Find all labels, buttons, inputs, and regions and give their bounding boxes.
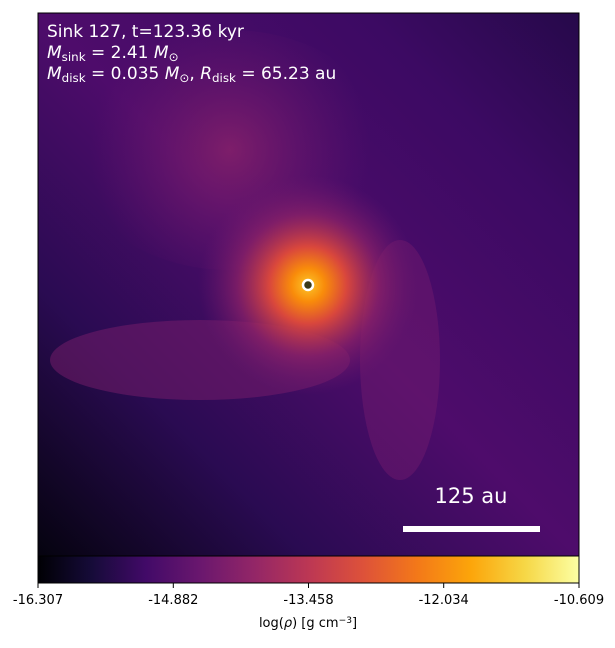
- tick-label: -12.034: [419, 593, 469, 608]
- text-segment: disk: [212, 71, 236, 85]
- text-segment: Sink 127, t=123.36 kyr: [47, 22, 244, 42]
- text-segment: ,: [189, 64, 200, 84]
- scale-bar-label: 125 au: [435, 484, 508, 508]
- text-segment: ⊙: [169, 50, 179, 64]
- text-segment: −3: [339, 616, 353, 626]
- annotation-line: Mdisk = 0.035 M⊙, Rdisk = 65.23 au: [47, 64, 336, 85]
- tick-label: -10.609: [554, 593, 604, 608]
- text-segment: = 0.035: [86, 64, 165, 84]
- text-segment: sink: [62, 50, 86, 64]
- sink-marker: [301, 278, 315, 292]
- tick-label: -14.882: [148, 593, 198, 608]
- density-map: [38, 13, 579, 556]
- text-segment: = 2.41: [86, 43, 154, 63]
- text-segment: ρ: [284, 616, 293, 631]
- text-segment: M: [47, 43, 62, 63]
- text-segment: = 65.23 au: [236, 64, 336, 84]
- text-segment: ⊙: [179, 71, 189, 85]
- colorbar: [37, 555, 580, 584]
- colorbar-ticks: -16.307 -14.882 -13.458 -12.034 -10.609: [13, 583, 604, 608]
- colorbar-label: log(ρ) [g cm−3]: [259, 616, 357, 631]
- text-segment: M: [154, 43, 169, 63]
- text-segment: R: [200, 64, 212, 84]
- text-segment: M: [47, 64, 62, 84]
- tick-label: -13.458: [283, 593, 333, 608]
- text-segment: disk: [62, 71, 86, 85]
- text-segment: M: [165, 64, 180, 84]
- annotation-line: Msink = 2.41 M⊙: [47, 43, 179, 64]
- text-segment: log(: [259, 616, 284, 631]
- text-segment: ) [g cm: [292, 616, 338, 631]
- annotation-line: Sink 127, t=123.36 kyr: [47, 22, 244, 42]
- tick-label: -16.307: [13, 593, 63, 608]
- text-segment: ]: [352, 616, 357, 631]
